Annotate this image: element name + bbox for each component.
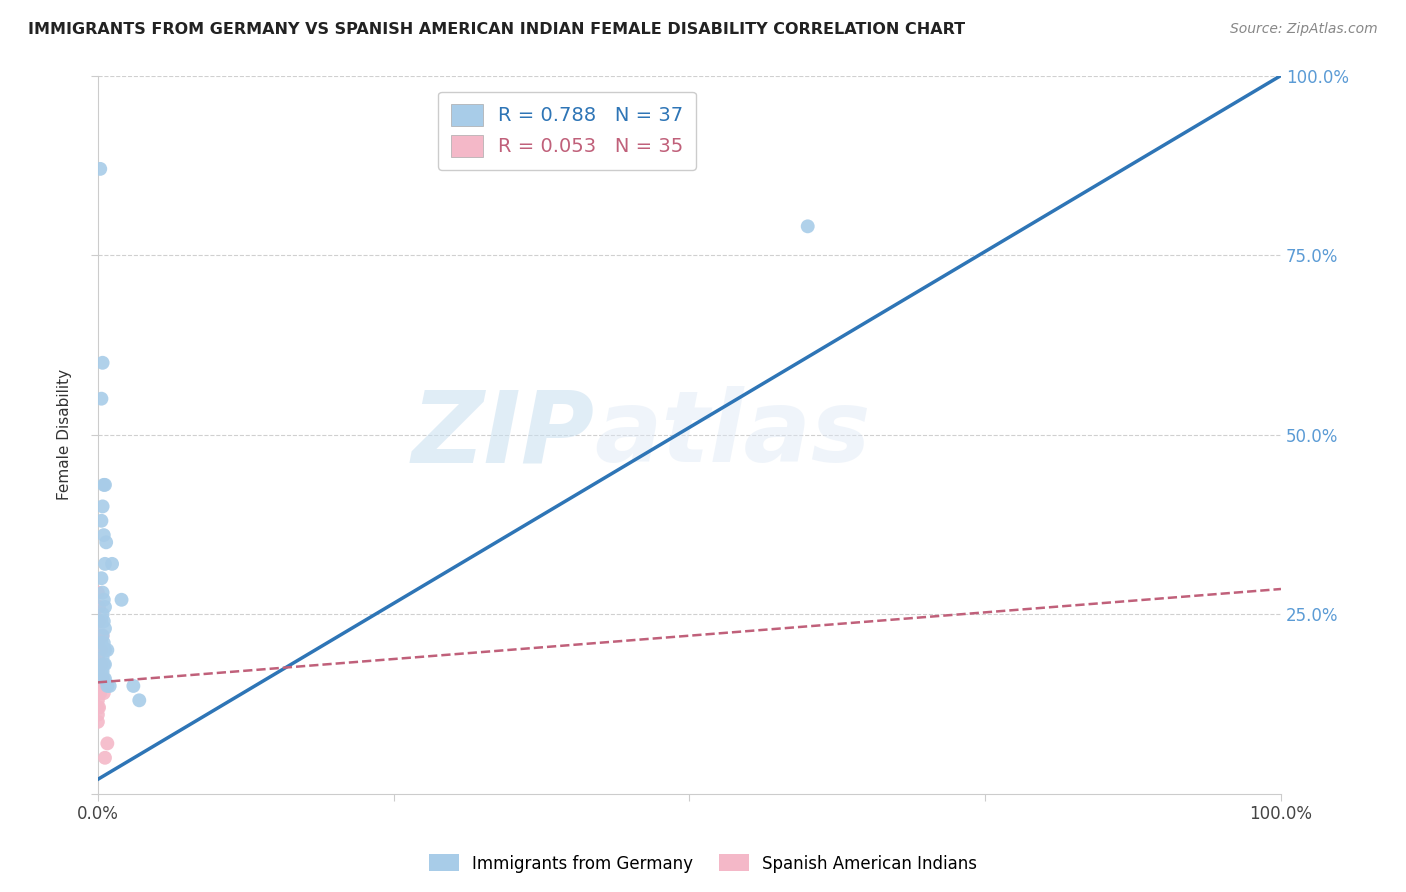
Point — [87, 585, 110, 599]
Y-axis label: Female Disability: Female Disability — [58, 369, 72, 500]
Point — [87, 636, 110, 650]
Point — [101, 557, 124, 571]
Point — [93, 672, 115, 686]
Point — [87, 615, 110, 629]
Point — [94, 557, 117, 571]
Point — [87, 672, 110, 686]
Point — [128, 693, 150, 707]
Point — [91, 356, 114, 370]
Point — [94, 657, 117, 672]
Point — [94, 478, 117, 492]
Point — [93, 615, 115, 629]
Point — [91, 629, 114, 643]
Point — [87, 643, 110, 657]
Point — [87, 650, 110, 665]
Point — [110, 592, 132, 607]
Point — [93, 592, 115, 607]
Point — [93, 636, 115, 650]
Point — [93, 686, 115, 700]
Point — [91, 629, 114, 643]
Point — [87, 686, 110, 700]
Point — [93, 478, 115, 492]
Point — [96, 679, 118, 693]
Point — [90, 571, 112, 585]
Text: ZIP: ZIP — [412, 386, 595, 483]
Point — [87, 665, 110, 679]
Point — [91, 607, 114, 621]
Point — [93, 528, 115, 542]
Point — [87, 686, 110, 700]
Point — [87, 615, 110, 629]
Text: Source: ZipAtlas.com: Source: ZipAtlas.com — [1230, 22, 1378, 37]
Point — [89, 672, 111, 686]
Point — [94, 599, 117, 614]
Point — [87, 599, 110, 614]
Point — [94, 672, 117, 686]
Point — [87, 707, 110, 722]
Point — [87, 629, 110, 643]
Point — [87, 657, 110, 672]
Point — [96, 643, 118, 657]
Point — [90, 665, 112, 679]
Point — [796, 219, 818, 234]
Point — [91, 650, 114, 665]
Point — [96, 736, 118, 750]
Point — [96, 535, 118, 549]
Point — [87, 693, 110, 707]
Point — [89, 686, 111, 700]
Point — [87, 629, 110, 643]
Point — [91, 500, 114, 514]
Point — [89, 161, 111, 176]
Point — [91, 665, 114, 679]
Text: atlas: atlas — [595, 386, 872, 483]
Point — [87, 700, 110, 714]
Point — [93, 657, 115, 672]
Point — [90, 636, 112, 650]
Point — [94, 751, 117, 765]
Point — [90, 392, 112, 406]
Legend: Immigrants from Germany, Spanish American Indians: Immigrants from Germany, Spanish America… — [422, 847, 984, 880]
Point — [87, 714, 110, 729]
Point — [90, 657, 112, 672]
Point — [90, 514, 112, 528]
Point — [91, 672, 114, 686]
Point — [94, 643, 117, 657]
Point — [87, 657, 110, 672]
Legend: R = 0.788   N = 37, R = 0.053   N = 35: R = 0.788 N = 37, R = 0.053 N = 35 — [439, 92, 696, 170]
Point — [87, 700, 110, 714]
Text: IMMIGRANTS FROM GERMANY VS SPANISH AMERICAN INDIAN FEMALE DISABILITY CORRELATION: IMMIGRANTS FROM GERMANY VS SPANISH AMERI… — [28, 22, 966, 37]
Point — [91, 585, 114, 599]
Point — [87, 672, 110, 686]
Point — [122, 679, 145, 693]
Point — [89, 657, 111, 672]
Point — [87, 643, 110, 657]
Point — [87, 599, 110, 614]
Point — [89, 643, 111, 657]
Point — [98, 679, 121, 693]
Point — [90, 615, 112, 629]
Point — [94, 622, 117, 636]
Point — [90, 643, 112, 657]
Point — [87, 679, 110, 693]
